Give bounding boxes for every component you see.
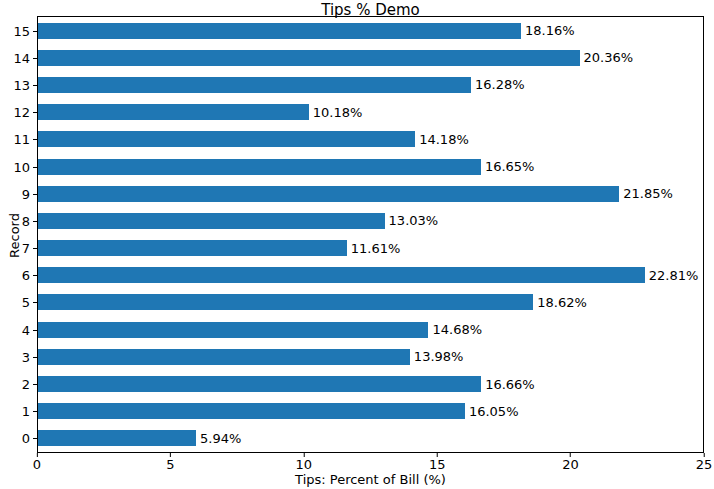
bar-value-label: 16.05% — [469, 405, 519, 418]
bar-row: 711.61% — [38, 235, 703, 262]
y-tick-mark — [33, 85, 37, 86]
y-tick-mark — [33, 58, 37, 59]
x-tick: 10 — [296, 453, 313, 472]
y-tick-label: 13 — [2, 78, 30, 91]
bar-value-label: 11.61% — [351, 242, 401, 255]
bar — [38, 376, 481, 392]
plot-area: 1518.16%1420.36%1316.28%1210.18%1114.18%… — [37, 16, 704, 453]
bar-value-label: 22.81% — [649, 269, 699, 282]
bar-row: 414.68% — [38, 316, 703, 343]
bar-value-label: 18.16% — [525, 24, 575, 37]
figure: Tips % Demo Record 1518.16%1420.36%1316.… — [0, 0, 714, 489]
x-tick-label: 25 — [696, 458, 713, 472]
bar-row: 622.81% — [38, 262, 703, 289]
y-tick-label: 14 — [2, 51, 30, 64]
y-tick-mark — [33, 248, 37, 249]
bar-row: 1518.16% — [38, 17, 703, 44]
bar — [38, 403, 465, 419]
x-axis-title: Tips: Percent of Bill (%) — [37, 472, 704, 487]
y-tick-label: 1 — [2, 405, 30, 418]
y-tick-label: 6 — [2, 269, 30, 282]
y-tick-label: 3 — [2, 350, 30, 363]
bar-value-label: 21.85% — [623, 187, 673, 200]
bar-row: 1420.36% — [38, 44, 703, 71]
bar-value-label: 13.98% — [414, 350, 464, 363]
x-tick-label: 10 — [296, 458, 313, 472]
bar — [38, 267, 645, 283]
x-tick-label: 5 — [166, 458, 174, 472]
x-tick: 0 — [33, 453, 41, 472]
y-tick-mark — [33, 330, 37, 331]
bar-rows: 1518.16%1420.36%1316.28%1210.18%1114.18%… — [38, 17, 703, 452]
x-tick: 20 — [562, 453, 579, 472]
y-tick-label: 10 — [2, 160, 30, 173]
bar-value-label: 16.28% — [475, 78, 525, 91]
y-tick-mark — [33, 194, 37, 195]
bar-row: 518.62% — [38, 289, 703, 316]
y-tick-mark — [33, 112, 37, 113]
bar-row: 116.05% — [38, 398, 703, 425]
bar-row: 1016.65% — [38, 153, 703, 180]
bar — [38, 213, 385, 229]
y-tick-mark — [33, 384, 37, 385]
y-tick-mark — [33, 31, 37, 32]
bar-value-label: 20.36% — [584, 51, 634, 64]
bar-value-label: 16.66% — [485, 378, 535, 391]
bar-value-label: 16.65% — [485, 160, 535, 173]
x-tick-label: 15 — [429, 458, 446, 472]
y-tick-mark — [33, 139, 37, 140]
y-tick-label: 11 — [2, 133, 30, 146]
y-tick-label: 7 — [2, 242, 30, 255]
y-tick-label: 8 — [2, 214, 30, 227]
x-tick: 5 — [166, 453, 174, 472]
y-tick-label: 15 — [2, 24, 30, 37]
bar-row: 921.85% — [38, 180, 703, 207]
bar-row: 1114.18% — [38, 126, 703, 153]
x-axis-ticks: 0510152025 — [37, 453, 704, 473]
x-tick-label: 0 — [33, 458, 41, 472]
bar-row: 05.94% — [38, 425, 703, 452]
y-tick-mark — [33, 357, 37, 358]
y-tick-label: 12 — [2, 106, 30, 119]
bar — [38, 322, 428, 338]
bar-value-label: 13.03% — [389, 214, 439, 227]
bar — [38, 186, 619, 202]
x-tick: 15 — [429, 453, 446, 472]
bar — [38, 23, 521, 39]
bar-value-label: 5.94% — [200, 432, 241, 445]
bar-value-label: 14.68% — [432, 323, 482, 336]
bar — [38, 430, 196, 446]
x-tick: 25 — [696, 453, 713, 472]
bar — [38, 131, 415, 147]
y-tick-mark — [33, 302, 37, 303]
y-tick-mark — [33, 167, 37, 168]
y-tick-mark — [33, 438, 37, 439]
y-tick-label: 2 — [2, 378, 30, 391]
bar — [38, 349, 410, 365]
y-tick-mark — [33, 411, 37, 412]
bar-row: 813.03% — [38, 207, 703, 234]
bar — [38, 77, 471, 93]
bar — [38, 294, 533, 310]
y-tick-label: 0 — [2, 432, 30, 445]
bar-row: 1210.18% — [38, 99, 703, 126]
bar-row: 216.66% — [38, 370, 703, 397]
bar-value-label: 18.62% — [537, 296, 587, 309]
bar — [38, 159, 481, 175]
bar — [38, 50, 580, 66]
bar-value-label: 14.18% — [419, 133, 469, 146]
bar — [38, 104, 309, 120]
bar-value-label: 10.18% — [313, 106, 363, 119]
bar-row: 1316.28% — [38, 71, 703, 98]
y-tick-label: 4 — [2, 323, 30, 336]
x-tick-label: 20 — [562, 458, 579, 472]
y-tick-label: 9 — [2, 187, 30, 200]
y-tick-mark — [33, 221, 37, 222]
bar-row: 313.98% — [38, 343, 703, 370]
y-tick-label: 5 — [2, 296, 30, 309]
y-tick-mark — [33, 275, 37, 276]
bar — [38, 240, 347, 256]
